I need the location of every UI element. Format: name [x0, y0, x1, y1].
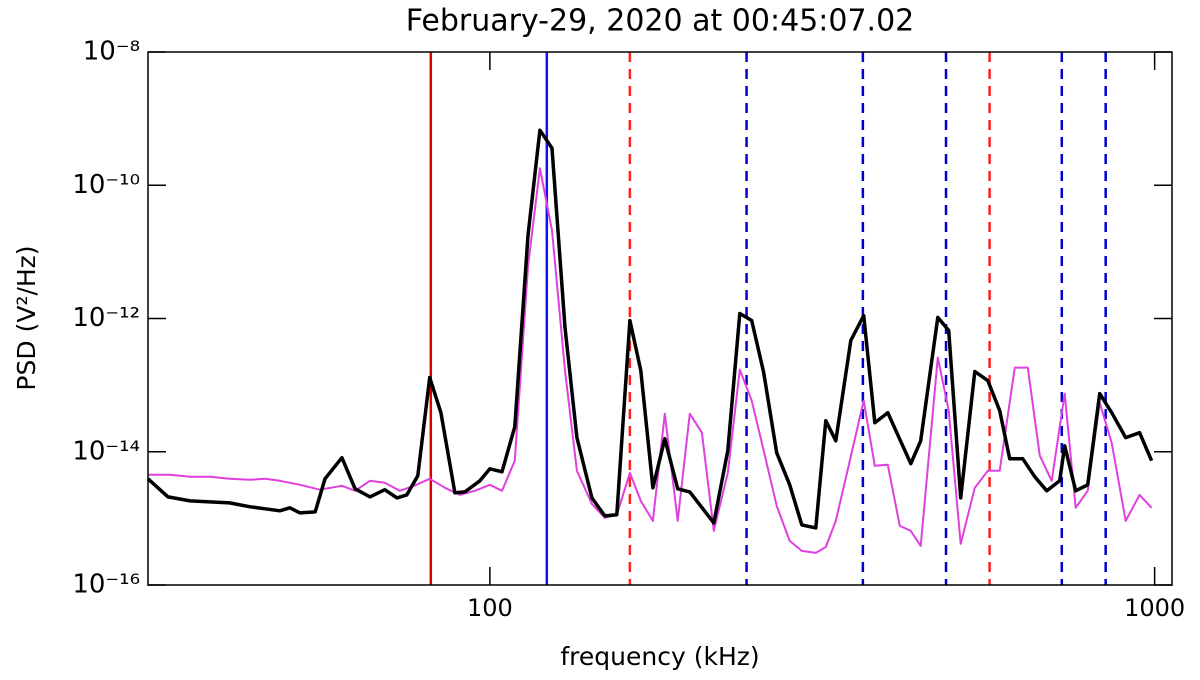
- chart-title: February-29, 2020 at 00:45:07.02: [406, 4, 915, 39]
- x-axis-label: frequency (kHz): [560, 642, 759, 671]
- y-tick-label: 10⁻¹⁴: [72, 436, 140, 466]
- y-axis-label: PSD (V²/Hz): [12, 245, 41, 390]
- x-tick-label: 1000: [1124, 594, 1185, 622]
- y-tick-label: 10⁻¹²: [72, 303, 140, 333]
- y-tick-label: 10⁻¹⁰: [72, 170, 140, 200]
- data-line: [146, 128, 1154, 530]
- x-tick-label: 100: [467, 594, 513, 622]
- data-line: [148, 167, 1153, 554]
- y-tick-label: 10⁻⁸: [83, 37, 140, 67]
- plot-frame: [147, 51, 1173, 586]
- y-tick-label: 10⁻¹⁶: [72, 570, 140, 600]
